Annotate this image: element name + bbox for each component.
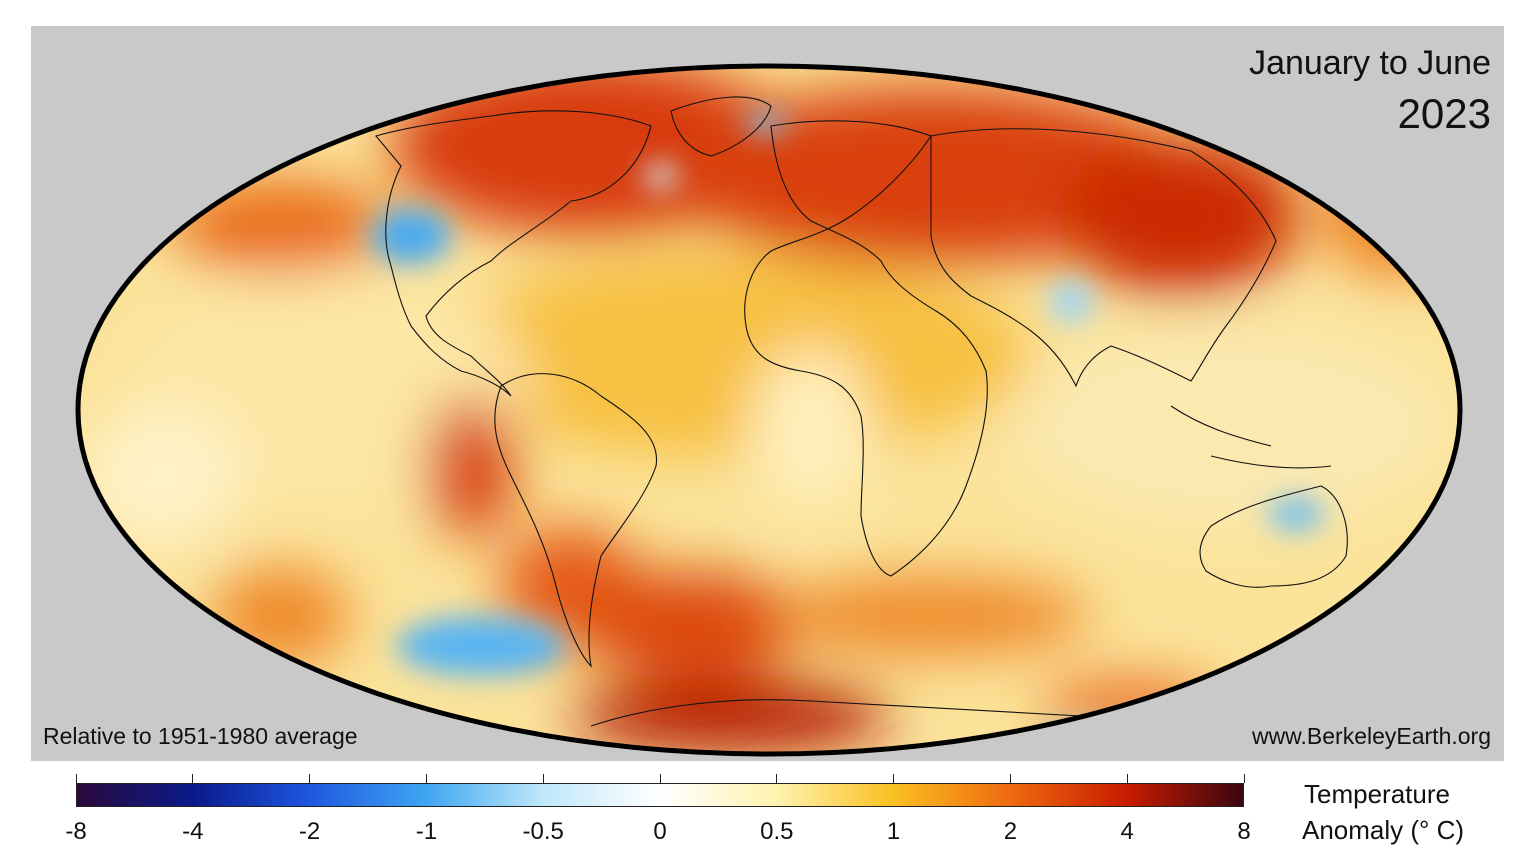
colorbar-tick xyxy=(1009,774,1011,783)
colorbar-tick xyxy=(192,774,194,783)
colorbar xyxy=(76,783,1244,807)
map-title-period: January to June xyxy=(1249,44,1491,82)
colorbar-tick xyxy=(893,774,895,783)
colorbar-tick-label: 8 xyxy=(1237,818,1251,845)
south-america-outline xyxy=(494,373,658,668)
greenland-outline xyxy=(670,96,772,157)
map-title-year: 2023 xyxy=(1397,90,1491,137)
colorbar-tick-label: 0.5 xyxy=(760,818,794,845)
colorbar-tick-label: -8 xyxy=(65,818,87,845)
colorbar-tick xyxy=(425,774,427,783)
coastlines xyxy=(375,96,1348,727)
map-panel: January to June 2023 Relative to 1951-19… xyxy=(31,26,1504,761)
colorbar-tick xyxy=(776,774,778,783)
colorbar-tick-label: -4 xyxy=(182,818,204,845)
globe-border xyxy=(75,63,1463,757)
colorbar-tick-label: 4 xyxy=(1120,818,1134,845)
anomaly-field xyxy=(78,66,1460,754)
colorbar-tick xyxy=(309,774,311,783)
legend-title-line2: Anomaly (° C) xyxy=(1302,815,1465,845)
australia-outline xyxy=(1199,485,1348,588)
colorbar-tick-label: 0 xyxy=(653,818,667,845)
colorbar-tick xyxy=(1243,774,1245,783)
colorbar-tick xyxy=(1126,774,1128,783)
colorbar-tick-label: 1 xyxy=(886,818,901,845)
colorbar-tick-label: 2 xyxy=(1003,818,1018,845)
legend-title-line1: Temperature xyxy=(1304,779,1450,809)
colorbar-tick-label: -0.5 xyxy=(522,818,564,845)
colorbar-tick-label: -2 xyxy=(298,818,321,845)
colorbar-tick-label: -1 xyxy=(415,818,438,845)
north-america-outline xyxy=(375,110,652,397)
colorbar-tick xyxy=(659,774,661,783)
source-credit: www.BerkeleyEarth.org xyxy=(1251,723,1491,749)
baseline-note: Relative to 1951-1980 average xyxy=(43,723,358,749)
asia-outline xyxy=(930,128,1277,388)
indonesia-outline xyxy=(1170,405,1332,469)
colorbar-tick xyxy=(75,774,77,783)
europe-africa-outline xyxy=(744,120,988,577)
colorbar-tick xyxy=(542,774,544,783)
world-anomaly-map xyxy=(75,63,1463,757)
